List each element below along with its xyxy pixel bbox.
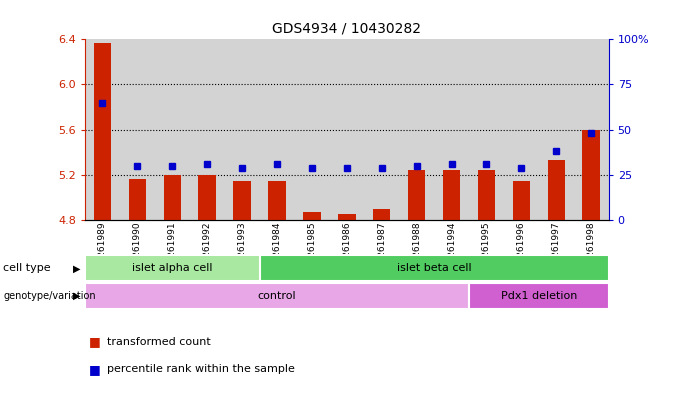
- Bar: [477, 171, 495, 220]
- Text: islet alpha cell: islet alpha cell: [132, 263, 213, 273]
- Bar: [373, 209, 390, 220]
- Bar: [399, 39, 434, 220]
- Text: ■: ■: [88, 335, 100, 349]
- Bar: [120, 39, 155, 220]
- Bar: [364, 39, 399, 220]
- Text: ▶: ▶: [73, 291, 81, 301]
- Bar: [85, 39, 120, 220]
- Bar: [85, 283, 469, 309]
- Text: transformed count: transformed count: [107, 337, 211, 347]
- Text: islet beta cell: islet beta cell: [396, 263, 471, 273]
- Text: ▶: ▶: [73, 263, 81, 274]
- Bar: [268, 180, 286, 220]
- Bar: [303, 212, 321, 220]
- Bar: [85, 255, 260, 281]
- Bar: [434, 39, 469, 220]
- Bar: [190, 39, 224, 220]
- Bar: [338, 215, 356, 220]
- Bar: [574, 39, 609, 220]
- Text: ■: ■: [88, 363, 100, 376]
- Bar: [260, 255, 609, 281]
- Bar: [329, 39, 364, 220]
- Text: genotype/variation: genotype/variation: [3, 291, 96, 301]
- Bar: [582, 130, 600, 220]
- Bar: [155, 39, 190, 220]
- Text: percentile rank within the sample: percentile rank within the sample: [107, 364, 295, 375]
- Bar: [539, 39, 574, 220]
- Bar: [163, 175, 181, 220]
- Bar: [94, 43, 111, 220]
- Text: Pdx1 deletion: Pdx1 deletion: [500, 291, 577, 301]
- Bar: [129, 179, 146, 220]
- Bar: [547, 160, 565, 220]
- Bar: [469, 39, 504, 220]
- Bar: [233, 180, 251, 220]
- Text: control: control: [258, 291, 296, 301]
- Bar: [260, 39, 294, 220]
- Bar: [294, 39, 329, 220]
- Bar: [469, 283, 609, 309]
- Bar: [408, 171, 426, 220]
- Bar: [513, 180, 530, 220]
- Text: cell type: cell type: [3, 263, 51, 274]
- Bar: [199, 175, 216, 220]
- Bar: [443, 171, 460, 220]
- Bar: [504, 39, 539, 220]
- Title: GDS4934 / 10430282: GDS4934 / 10430282: [272, 21, 422, 35]
- Bar: [224, 39, 260, 220]
